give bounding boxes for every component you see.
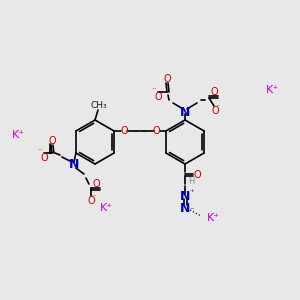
Text: O: O: [193, 170, 201, 180]
Text: H: H: [188, 176, 194, 185]
Text: O: O: [87, 196, 95, 206]
Text: O: O: [154, 92, 162, 102]
Text: N: N: [180, 190, 190, 202]
Text: ⁻: ⁻: [38, 146, 42, 155]
Text: N: N: [180, 106, 190, 118]
Text: O: O: [121, 126, 128, 136]
Text: K⁺: K⁺: [99, 203, 112, 213]
Text: ⁻: ⁻: [152, 85, 156, 94]
Text: N: N: [69, 158, 79, 172]
Text: O: O: [210, 87, 218, 97]
Text: K⁺: K⁺: [266, 85, 279, 95]
Text: K⁺: K⁺: [206, 213, 220, 223]
Text: O: O: [48, 136, 56, 146]
Text: N: N: [180, 202, 190, 214]
Text: K⁺: K⁺: [11, 130, 25, 140]
Text: CH₃: CH₃: [91, 100, 107, 109]
Text: ⁺: ⁺: [190, 188, 194, 197]
Text: ⁻: ⁻: [190, 206, 194, 214]
Text: ⁻: ⁻: [216, 103, 220, 112]
Text: O: O: [153, 126, 160, 136]
Text: O: O: [211, 106, 219, 116]
Text: O: O: [40, 153, 48, 163]
Text: O: O: [92, 179, 100, 189]
Text: O: O: [163, 74, 171, 84]
Text: ⁻: ⁻: [92, 193, 96, 202]
